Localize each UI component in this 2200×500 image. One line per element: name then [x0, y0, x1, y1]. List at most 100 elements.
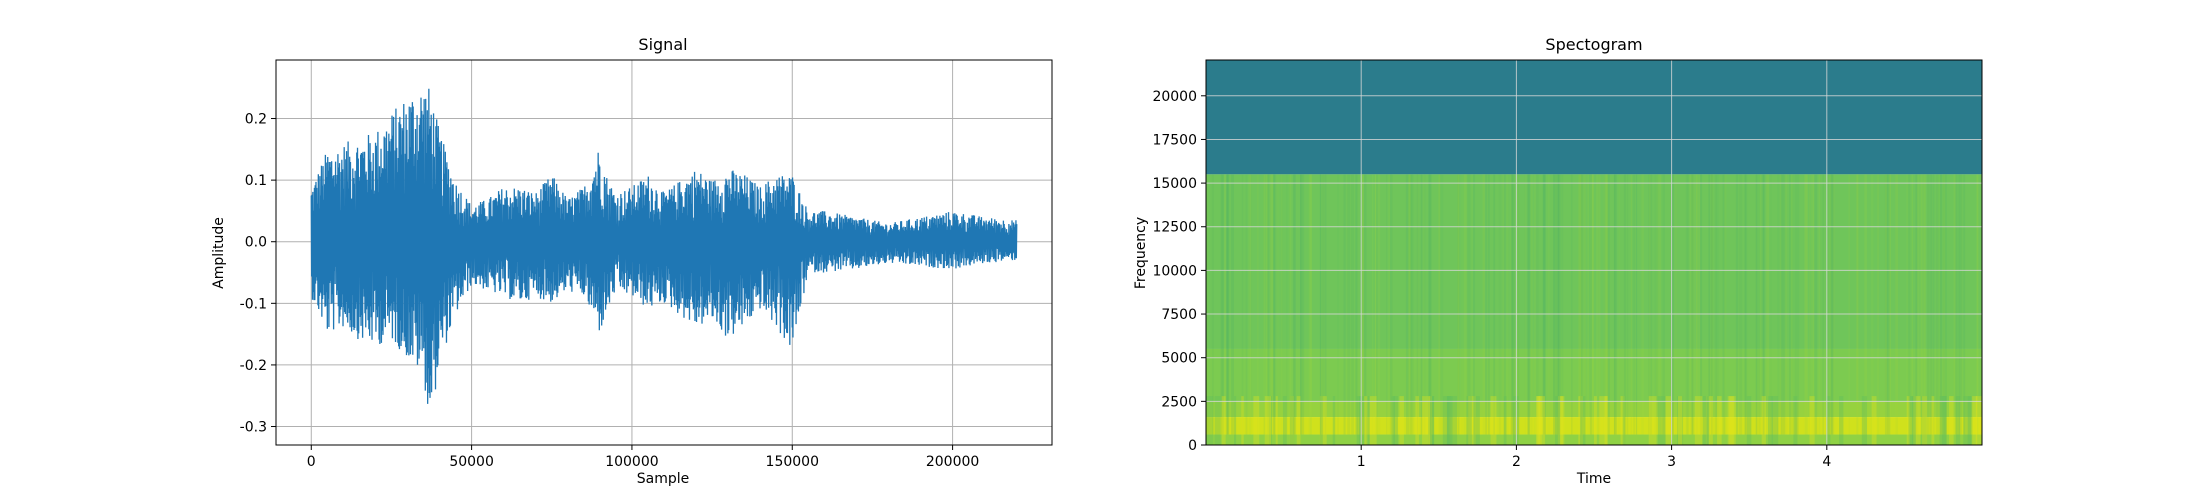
spectrogram-streak — [1826, 174, 1829, 435]
spectrogram-streak — [1592, 174, 1594, 435]
spectrogram-streak — [1614, 174, 1617, 435]
spectrogram-streak — [1273, 174, 1276, 435]
spectrogram-low-streak — [1580, 396, 1586, 445]
spectrogram-streak — [1722, 174, 1726, 435]
spectrogram-streak — [1686, 174, 1689, 435]
spectrogram-streak — [1365, 174, 1367, 435]
spectrogram-low-streak — [1296, 396, 1301, 445]
spectrogram-streak — [1805, 174, 1808, 435]
spectrogram-low-streak — [1214, 396, 1221, 445]
spectrogram-streak — [1689, 174, 1693, 435]
spectrogram-plot: 1 2 3 4 0 2500 5000 7500 10000 12500 15000 17500 200… — [1152, 59, 1983, 470]
spectrogram-streak — [1595, 174, 1599, 435]
spectrogram-low-streak — [1450, 396, 1458, 445]
spectrogram-streak — [1319, 174, 1322, 435]
spectrogram-streak — [1976, 174, 1979, 435]
spectrogram-streak — [1739, 174, 1743, 435]
spectrogram-streak — [1809, 174, 1811, 435]
spectrogram-streak — [1803, 174, 1807, 435]
spectrogram-streak — [1931, 174, 1933, 435]
spectrogram-streak — [1958, 174, 1962, 435]
spectrogram-streak — [1558, 174, 1561, 435]
spectrogram-streak — [1293, 174, 1295, 435]
spectrogram-streak — [1556, 174, 1560, 435]
spectrogram-streak — [1355, 174, 1358, 435]
spectrogram-xtick-label: 1 — [1357, 454, 1366, 470]
spectrogram-streak — [1374, 174, 1377, 435]
spectrogram-streak — [1457, 174, 1460, 435]
spectrogram-low-streak — [1364, 396, 1368, 445]
spectrogram-streak — [1582, 174, 1586, 435]
spectrogram-streak — [1263, 174, 1266, 435]
spectrogram-streak — [1780, 174, 1784, 435]
spectrogram-streak — [1759, 174, 1762, 435]
spectrogram-streak — [1806, 174, 1809, 435]
spectrogram-streak — [1531, 174, 1533, 435]
spectrogram-streak — [1360, 174, 1364, 435]
spectrogram-low-streak — [1536, 396, 1542, 445]
spectrogram-low-streak — [1963, 396, 1972, 445]
spectrogram-streak — [1423, 174, 1425, 435]
spectrogram-low-streak — [1906, 396, 1910, 445]
spectrogram-streak — [1528, 174, 1530, 435]
spectrogram-streak — [1463, 174, 1467, 435]
spectrogram-streak — [1589, 174, 1592, 435]
spectrogram-low-streak — [1705, 396, 1713, 445]
spectrogram-low-streak — [1939, 396, 1947, 445]
spectrogram-streak — [1784, 174, 1788, 435]
spectrogram-low-streak — [1911, 396, 1915, 445]
spectrogram-streak — [1715, 174, 1719, 435]
spectrogram-low-streak — [1446, 396, 1453, 445]
spectrogram-low-streak — [1446, 396, 1450, 445]
spectrogram-streak — [1663, 174, 1665, 435]
spectrogram-streak — [1920, 174, 1923, 435]
spectrogram-streak — [1417, 174, 1419, 435]
spectrogram-low-streak — [1466, 396, 1472, 445]
spectrogram-streak — [1756, 174, 1758, 435]
spectrogram-streak — [1471, 174, 1473, 435]
spectrogram-streak — [1410, 174, 1414, 435]
spectrogram-low-streak — [1264, 396, 1272, 445]
spectrogram-streak — [1626, 174, 1629, 435]
spectrogram-ytick-label: 15000 — [1152, 176, 1197, 192]
spectrogram-low-streak — [1861, 396, 1868, 445]
spectrogram-streak — [1818, 174, 1821, 435]
spectrogram-streak — [1280, 174, 1283, 435]
spectrogram-streak — [1517, 174, 1520, 435]
spectrogram-streak — [1755, 174, 1758, 435]
spectrogram-band — [1206, 417, 1982, 435]
signal-ytick-label: -0.1 — [240, 296, 267, 312]
spectrogram-low-streak — [1975, 396, 1982, 445]
signal-waveform-group — [310, 88, 1018, 404]
signal-ytick-label: 0.0 — [245, 235, 267, 251]
spectrogram-streak — [1266, 174, 1269, 435]
spectrogram-streak — [1527, 174, 1530, 435]
spectrogram-low-streak — [1221, 396, 1226, 445]
spectrogram-streak — [1692, 174, 1695, 435]
spectrogram-low-streak — [1941, 396, 1947, 445]
spectrogram-streak — [1635, 174, 1638, 435]
spectrogram-streak — [1263, 174, 1266, 435]
spectrogram-streak — [1534, 174, 1536, 435]
spectrogram-streak — [1517, 174, 1520, 435]
spectrogram-streak — [1921, 174, 1925, 435]
spectrogram-streak — [1553, 174, 1555, 435]
spectrogram-low-streak — [1442, 396, 1451, 445]
spectrogram-ytick-label: 20000 — [1152, 89, 1197, 105]
spectrogram-streak — [1386, 174, 1388, 435]
spectrogram-low-streak — [1268, 396, 1272, 445]
spectrogram-low-streak — [1332, 396, 1336, 445]
spectrogram-streak — [1587, 174, 1589, 435]
spectrogram-streak — [1293, 174, 1296, 435]
spectrogram-low-streak — [1513, 396, 1519, 445]
spectrogram-axes-frame — [1205, 59, 1983, 446]
spectrogram-streak — [1953, 174, 1957, 435]
spectrogram-xtick-label: 4 — [1822, 454, 1831, 470]
spectrogram-streak — [1457, 174, 1460, 435]
spectrogram-low-streak — [1771, 396, 1779, 445]
spectrogram-streak — [1267, 174, 1270, 435]
spectrogram-streak — [1224, 174, 1226, 435]
spectrogram-streak — [1553, 174, 1556, 435]
spectrogram-streak — [1226, 174, 1230, 435]
spectrogram-streak — [1457, 174, 1461, 435]
